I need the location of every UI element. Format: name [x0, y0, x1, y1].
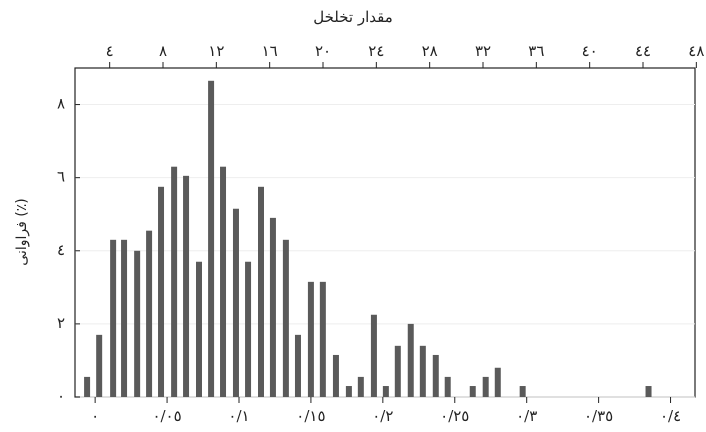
plot-frame — [74, 67, 696, 398]
bar — [196, 261, 202, 397]
bar — [319, 281, 326, 397]
bar — [370, 314, 377, 397]
bar — [171, 166, 178, 397]
y-tick-label: ٨ — [57, 95, 65, 113]
bar — [220, 166, 227, 397]
bar — [419, 345, 426, 397]
x2-axis-label: مقدار تخلخل — [313, 8, 393, 26]
x-tick-label: ٠/١٥ — [296, 407, 325, 425]
bar — [146, 230, 153, 397]
x2-tick-label: ٨ — [159, 42, 167, 60]
bar — [158, 186, 165, 397]
y-axis-label: فراوانی (٪) — [14, 198, 30, 265]
bar — [307, 281, 314, 397]
bar — [245, 261, 252, 397]
bar — [208, 80, 215, 398]
x-tick-label: ٠/٠٥ — [152, 407, 181, 425]
bar — [332, 354, 339, 397]
bar — [345, 386, 352, 397]
bar — [84, 376, 91, 397]
bar — [269, 217, 276, 397]
x2-tick-label: ٤٨ — [688, 42, 704, 60]
x-tick-label: ٠/٢ — [372, 407, 393, 425]
bar — [382, 386, 389, 397]
x2-tick-label: ٢٨ — [422, 42, 438, 60]
x2-tick-label: ١٢ — [208, 42, 224, 60]
bar — [357, 376, 364, 397]
x-tick-label: ٠/٢٥ — [440, 407, 469, 425]
bar — [294, 334, 301, 397]
x2-tick-label: ٣٢ — [475, 42, 491, 60]
bar — [444, 376, 451, 397]
x2-tick-label: ٤٠ — [582, 42, 598, 60]
bar — [96, 334, 103, 397]
y-tick-label: ٠ — [57, 387, 65, 405]
bar — [645, 386, 652, 397]
x2-tick-label: ٢٤ — [368, 42, 384, 60]
x2-tick-label: ٣٦ — [528, 42, 544, 60]
x-tick-label: ٠/٣ — [516, 407, 537, 425]
bar — [469, 386, 476, 397]
x-tick-label: ٠/٤ — [660, 407, 681, 425]
y-tick-label: ٢ — [57, 314, 65, 332]
bar — [232, 208, 239, 397]
x-tick-label: ٠ — [91, 407, 99, 425]
bar — [282, 239, 289, 397]
y-tick-label: ٤ — [57, 241, 65, 259]
bar — [110, 239, 117, 397]
bar — [482, 376, 489, 397]
x2-tick-label: ٢٠ — [315, 42, 331, 60]
bar — [258, 186, 264, 397]
x-tick-label: ٠/١ — [228, 407, 249, 425]
bar — [407, 323, 414, 397]
bar — [134, 250, 141, 397]
bar — [519, 386, 526, 397]
x2-tick-label: ٤ — [106, 42, 114, 60]
bar — [494, 367, 501, 397]
x2-tick-label: ١٦ — [262, 42, 278, 60]
bar — [121, 239, 128, 397]
bar — [183, 175, 190, 397]
x-tick-label: ٠/٣٥ — [584, 407, 613, 425]
bar — [432, 354, 439, 397]
bar — [394, 345, 401, 397]
x2-tick-label: ٤٤ — [635, 42, 651, 60]
y-tick-label: ٦ — [57, 168, 65, 186]
